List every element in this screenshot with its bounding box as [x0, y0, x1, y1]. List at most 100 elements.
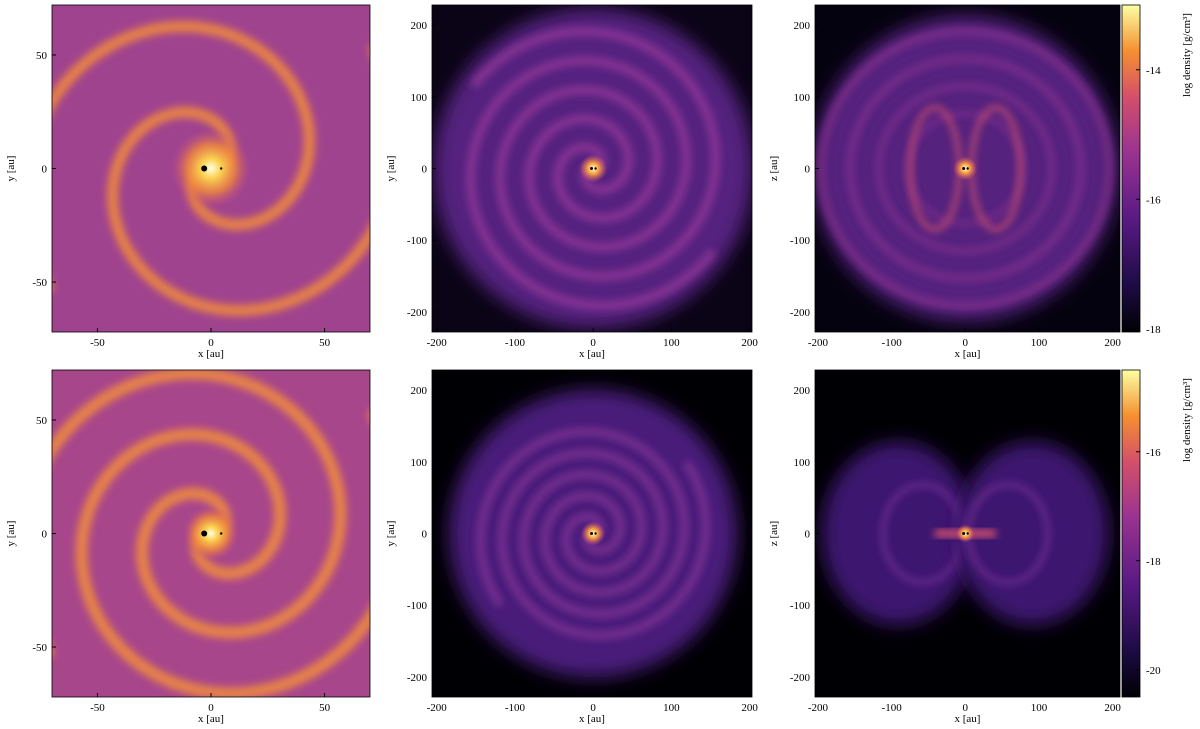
- x-tick-label: -200: [427, 337, 448, 349]
- density-image: [52, 370, 370, 697]
- y-axis-label: z [au]: [768, 521, 780, 546]
- shell: [905, 111, 1025, 226]
- star: [594, 532, 597, 535]
- y-tick-label: -200: [407, 307, 428, 319]
- density-image: [815, 370, 1120, 697]
- core: [183, 505, 239, 562]
- y-axis-label: y [au]: [385, 156, 397, 182]
- colorbar-tick-label: -20: [1146, 665, 1161, 677]
- y-tick-label: 0: [42, 529, 48, 541]
- star: [201, 165, 208, 172]
- spiral-arm: [470, 26, 721, 281]
- colorbar: [1121, 369, 1141, 698]
- y-tick-label: 0: [805, 529, 811, 541]
- y-tick-label: 0: [42, 164, 48, 176]
- y-tick-label: -100: [790, 235, 811, 247]
- x-axis-label: x [au]: [955, 713, 981, 725]
- x-tick-label: 100: [663, 702, 680, 714]
- y-tick-label: -100: [407, 600, 428, 612]
- colorbar-tick-label: -16: [1146, 194, 1161, 206]
- y-tick-label: 0: [805, 164, 811, 176]
- x-tick-label: -100: [882, 702, 903, 714]
- x-tick-label: -100: [505, 337, 526, 349]
- x-tick-label: -50: [90, 337, 105, 349]
- x-tick-label: -200: [427, 702, 448, 714]
- core: [581, 521, 606, 546]
- star: [220, 167, 223, 170]
- core: [579, 154, 608, 183]
- star: [201, 530, 208, 537]
- y-tick-label: 50: [36, 50, 48, 62]
- x-tick-label: -50: [90, 702, 105, 714]
- x-axis-label: x [au]: [579, 348, 605, 360]
- x-tick-label: 0: [590, 337, 596, 349]
- x-tick-label: 100: [663, 337, 680, 349]
- y-tick-label: 100: [411, 92, 428, 104]
- y-tick-label: 100: [411, 457, 428, 469]
- colorbar-tick-label: -16: [1146, 447, 1161, 459]
- star: [590, 532, 594, 535]
- star: [220, 532, 223, 535]
- y-axis-label: y [au]: [5, 521, 17, 547]
- y-tick-label: -200: [790, 307, 811, 319]
- y-tick-label: 200: [411, 385, 428, 397]
- density-image: [815, 5, 1120, 332]
- core: [956, 524, 975, 543]
- y-tick-label: 100: [794, 92, 811, 104]
- y-tick-label: -200: [407, 672, 428, 684]
- x-tick-label: 200: [741, 702, 758, 714]
- x-tick-label: 100: [1031, 337, 1048, 349]
- y-tick-label: 0: [422, 164, 428, 176]
- density-image: [52, 5, 370, 332]
- x-tick-label: 50: [319, 702, 331, 714]
- y-axis-label: z [au]: [768, 156, 780, 181]
- star: [966, 167, 969, 170]
- y-tick-label: -100: [407, 235, 428, 247]
- colorbar-label: log density [g/cm³]: [1181, 378, 1193, 462]
- colorbar-tick-label: -14: [1146, 65, 1161, 77]
- x-axis-label: x [au]: [955, 348, 981, 360]
- star: [594, 167, 597, 170]
- x-tick-label: 50: [319, 337, 331, 349]
- y-tick-label: 50: [36, 415, 48, 427]
- star: [962, 167, 966, 170]
- star: [590, 167, 594, 170]
- x-tick-label: -200: [808, 337, 829, 349]
- x-tick-label: -200: [808, 702, 829, 714]
- x-tick-label: 0: [963, 702, 969, 714]
- x-axis-label: x [au]: [198, 713, 224, 725]
- x-tick-label: 0: [208, 337, 214, 349]
- colorbar-label: log density [g/cm³]: [1181, 13, 1193, 97]
- density-image: [432, 370, 752, 697]
- colorbar-tick-label: -18: [1146, 324, 1161, 336]
- y-tick-label: -50: [32, 277, 47, 289]
- y-axis-label: y [au]: [5, 156, 17, 182]
- y-tick-label: 200: [794, 385, 811, 397]
- y-tick-label: -50: [32, 642, 47, 654]
- x-axis-label: x [au]: [198, 348, 224, 360]
- spiral-arm: [497, 449, 710, 640]
- spiral-arm: [476, 427, 689, 618]
- core: [171, 128, 251, 209]
- colorbar-tick-label: -18: [1146, 556, 1161, 568]
- y-tick-label: -200: [790, 672, 811, 684]
- x-axis-label: x [au]: [579, 713, 605, 725]
- y-axis-label: y [au]: [385, 521, 397, 547]
- star: [962, 532, 966, 535]
- core: [953, 156, 978, 181]
- y-tick-label: 0: [422, 529, 428, 541]
- x-tick-label: -100: [505, 702, 526, 714]
- spiral-arm: [52, 370, 347, 657]
- star: [966, 532, 969, 535]
- shell: [817, 27, 1113, 310]
- spiral-arm: [466, 56, 716, 311]
- spiral-arm: [75, 410, 370, 697]
- density-image: [432, 5, 752, 332]
- x-tick-label: 0: [963, 337, 969, 349]
- y-tick-label: 200: [411, 20, 428, 32]
- x-tick-label: 0: [208, 702, 214, 714]
- x-tick-label: -100: [882, 337, 903, 349]
- shell: [846, 55, 1084, 282]
